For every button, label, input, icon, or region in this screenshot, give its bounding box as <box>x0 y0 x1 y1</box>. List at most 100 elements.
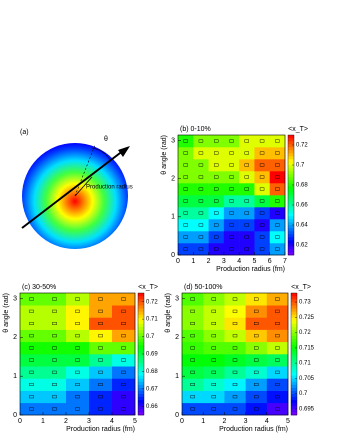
marker <box>52 395 57 399</box>
marker <box>214 199 219 203</box>
colorbar-tick-label: 0.67 <box>146 386 158 392</box>
cell <box>193 243 209 256</box>
x-tick-label: 0 <box>18 418 22 425</box>
marker <box>98 383 103 387</box>
momentum-arrow <box>21 149 125 229</box>
cell <box>269 159 286 172</box>
colorbar-step <box>138 357 144 361</box>
marker <box>190 358 195 362</box>
marker <box>244 175 249 179</box>
cell <box>224 293 246 306</box>
y-tick-label: 1 <box>13 373 17 380</box>
cell <box>266 341 289 355</box>
marker <box>75 297 80 301</box>
y-tick-label: 1 <box>171 214 175 221</box>
marker <box>244 163 249 167</box>
cell <box>66 378 90 391</box>
marker <box>121 383 126 387</box>
cell <box>43 305 67 318</box>
colorbar-step <box>138 360 144 364</box>
y-tick-label: 1 <box>175 373 179 380</box>
panel-title: (d) 50-100% <box>184 284 223 291</box>
cell <box>266 293 289 306</box>
marker <box>29 383 34 387</box>
marker <box>183 211 188 215</box>
cell <box>208 183 225 196</box>
marker <box>211 370 217 374</box>
colorbar-step <box>291 296 297 300</box>
marker <box>253 309 259 313</box>
colorbar-tick-label: 0.7 <box>299 391 308 397</box>
cell <box>239 243 255 256</box>
cell <box>269 171 286 184</box>
cell <box>266 378 289 391</box>
marker <box>183 175 188 179</box>
colorbar-step <box>288 168 294 172</box>
marker <box>211 309 217 313</box>
x-tick-label: 1 <box>191 258 195 265</box>
marker <box>29 322 34 326</box>
plot-frame <box>19 292 136 416</box>
cell <box>266 317 289 330</box>
cell <box>245 329 268 343</box>
cell <box>208 171 225 184</box>
cell <box>182 402 204 416</box>
colorbar-step <box>288 186 294 190</box>
colorbar-step <box>288 192 294 196</box>
cell <box>223 171 240 184</box>
colorbar-step <box>288 159 294 163</box>
marker <box>211 395 217 399</box>
cell <box>223 159 240 172</box>
colorbar-step <box>138 302 144 306</box>
colorbar-tick-label: 0.73 <box>299 300 311 306</box>
marker <box>190 383 195 387</box>
cell <box>269 147 286 160</box>
marker <box>275 395 280 399</box>
colorbar-step <box>291 411 297 416</box>
marker <box>232 322 238 326</box>
cell <box>43 341 67 355</box>
y-axis-label: θ angle (rad) <box>165 293 172 333</box>
marker <box>259 235 265 239</box>
marker <box>275 139 280 143</box>
colorbar-step <box>138 399 144 404</box>
cell <box>89 402 113 416</box>
marker <box>98 334 103 338</box>
cell <box>20 378 44 391</box>
colorbar-step <box>291 344 297 349</box>
marker <box>232 297 238 301</box>
cell <box>178 219 194 232</box>
colorbar-step <box>291 399 297 404</box>
cell <box>178 183 194 196</box>
marker <box>29 358 34 362</box>
marker <box>259 187 265 191</box>
marker <box>232 370 238 374</box>
cell <box>178 159 194 172</box>
colorbar-step <box>138 381 144 385</box>
cell <box>43 378 67 391</box>
cell <box>112 366 136 379</box>
cell <box>112 402 136 416</box>
marker <box>121 297 126 301</box>
cell <box>20 366 44 379</box>
marker <box>198 235 204 239</box>
theta-label: θ <box>104 136 108 143</box>
cell <box>203 390 225 404</box>
x-tick-label: 3 <box>87 418 91 425</box>
colorbar-step <box>291 396 297 401</box>
cell <box>266 354 289 367</box>
cell <box>224 366 246 379</box>
marker <box>198 199 204 203</box>
marker <box>75 383 80 387</box>
y-tick-label: 3 <box>175 295 179 302</box>
colorbar-step <box>288 156 294 160</box>
marker <box>232 383 238 387</box>
x-tick-label: 2 <box>222 418 226 425</box>
colorbar-step <box>138 411 144 416</box>
cell <box>20 341 44 355</box>
cell <box>178 135 194 148</box>
x-axis-label: Production radius (fm) <box>66 426 135 433</box>
marker <box>75 370 80 374</box>
cell <box>254 219 271 232</box>
cell <box>66 329 90 343</box>
